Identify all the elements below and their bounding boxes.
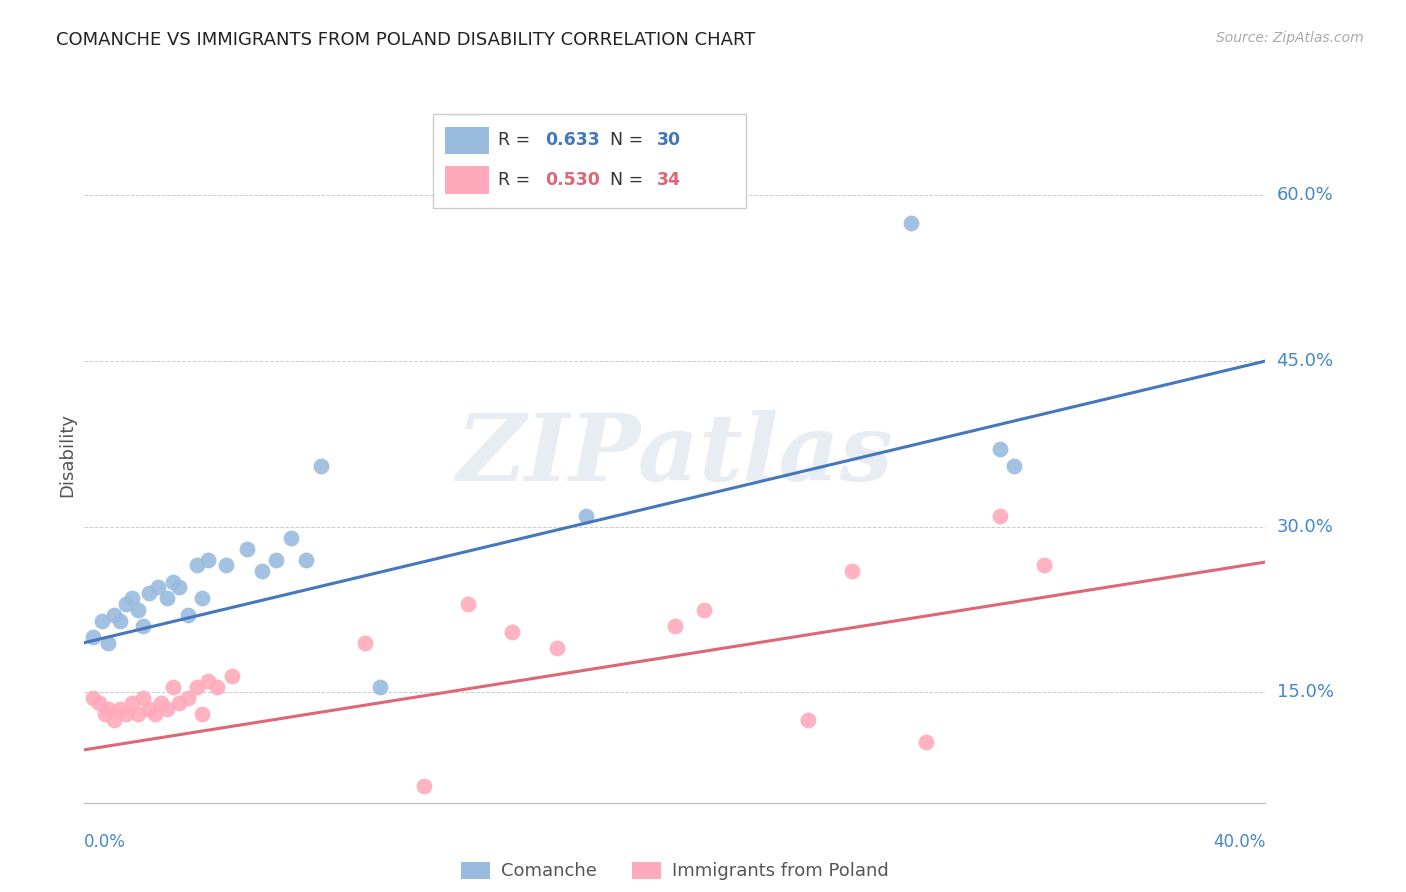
Point [413,779,436,793]
Point [94,707,117,722]
Point [91,614,114,628]
Point [309,458,332,473]
Point [221,669,243,683]
Text: R =: R = [498,131,536,150]
Point [186,558,208,573]
Point [108,702,131,716]
Point [914,735,936,749]
Text: COMANCHE VS IMMIGRANTS FROM POLAND DISABILITY CORRELATION CHART: COMANCHE VS IMMIGRANTS FROM POLAND DISAB… [56,31,755,49]
Point [132,619,155,633]
Point [841,564,863,578]
Text: ZIPatlas: ZIPatlas [457,410,893,500]
Text: 40.0%: 40.0% [1213,833,1265,851]
Point [121,591,143,606]
Point [167,581,190,595]
Point [103,713,125,727]
Point [156,702,179,716]
Bar [444,127,489,154]
Point [82,630,104,644]
Point [205,680,228,694]
Text: 0.0%: 0.0% [84,833,127,851]
Point [97,702,120,716]
Text: Source: ZipAtlas.com: Source: ZipAtlas.com [1216,31,1364,45]
Text: R =: R = [498,171,536,189]
Point [114,597,136,611]
Text: N =: N = [610,131,648,150]
Point [156,591,179,606]
Bar [444,166,489,194]
Point [191,707,214,722]
Point [295,553,318,567]
Point [150,697,173,711]
Point [664,619,686,633]
Text: N =: N = [610,171,648,189]
Point [215,558,238,573]
Point [132,690,155,705]
Point [191,591,214,606]
Point [235,541,259,556]
Point [368,680,391,694]
Point [167,697,190,711]
Point [457,597,479,611]
FancyBboxPatch shape [433,114,745,208]
Point [546,641,568,656]
Point [138,702,160,716]
Point [197,674,219,689]
Legend: Comanche, Immigrants from Poland: Comanche, Immigrants from Poland [454,855,896,888]
Text: 0.530: 0.530 [546,171,600,189]
Point [796,713,818,727]
Point [97,635,120,649]
Point [186,680,208,694]
Point [900,216,922,230]
Point [127,707,149,722]
Point [114,707,136,722]
Point [177,608,200,623]
Point [87,697,111,711]
Point [250,564,273,578]
Point [177,690,200,705]
Point [988,442,1011,457]
Point [103,608,125,623]
Y-axis label: Disability: Disability [58,413,76,497]
Point [280,531,302,545]
Point [148,581,170,595]
Point [197,553,219,567]
Point [575,508,598,523]
Point [1032,558,1054,573]
Point [138,586,160,600]
Text: 45.0%: 45.0% [1277,352,1334,370]
Point [127,602,149,616]
Point [354,635,377,649]
Text: 30: 30 [657,131,682,150]
Point [162,680,184,694]
Point [264,553,288,567]
Text: 15.0%: 15.0% [1277,683,1333,701]
Text: 60.0%: 60.0% [1277,186,1333,204]
Point [143,707,166,722]
Point [693,602,716,616]
Point [1004,458,1026,473]
Point [162,574,184,589]
Text: 0.633: 0.633 [546,131,600,150]
Text: 34: 34 [657,171,681,189]
Point [108,614,131,628]
Point [501,624,523,639]
Point [82,690,104,705]
Text: 30.0%: 30.0% [1277,517,1333,536]
Point [121,697,143,711]
Point [988,508,1011,523]
